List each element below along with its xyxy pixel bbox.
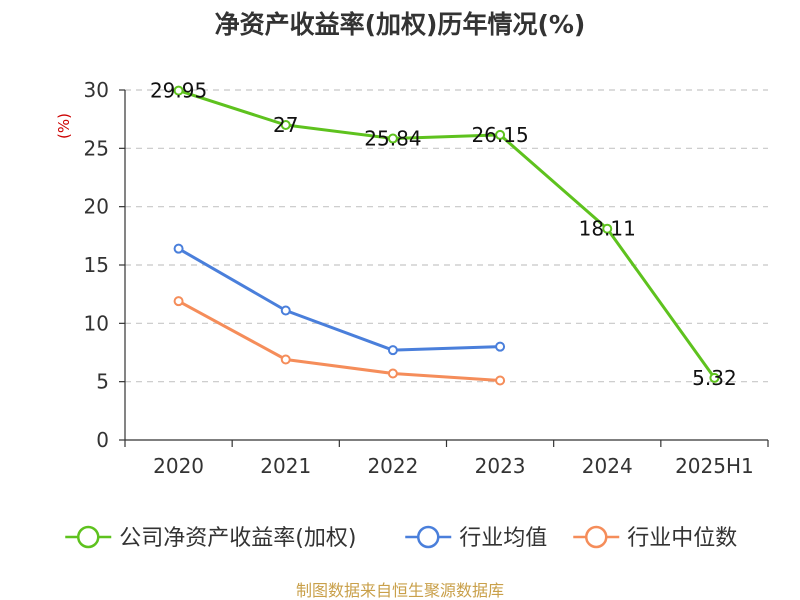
data-point	[280, 354, 291, 365]
data-point	[709, 372, 720, 383]
legend-label: 行业均值	[459, 526, 547, 551]
data-point	[495, 129, 506, 140]
data-point	[387, 368, 398, 379]
data-point	[173, 243, 184, 254]
x-tick-label: 2023	[475, 454, 526, 478]
series-line-3	[177, 299, 501, 382]
x-tick-label: 2024	[582, 454, 633, 478]
legend-swatch-marker	[77, 525, 100, 549]
y-tick-label: 25	[84, 136, 109, 160]
data-point	[387, 345, 398, 356]
legend-label: 公司净资产收益率(加权)	[119, 526, 356, 551]
data-labels: 29.95 27 25.84 26.15 18.11 5.32	[150, 79, 737, 390]
source-watermark: 制图数据来自恒生聚源数据库	[296, 581, 504, 600]
y-tick-label: 10	[84, 311, 109, 335]
series-group	[173, 85, 720, 386]
chart-title: 净资产收益率(加权)历年情况(%)	[215, 10, 586, 39]
legend-label: 行业中位数	[627, 526, 737, 551]
x-tick-label: 2021	[260, 454, 311, 478]
legend-swatch-marker	[417, 525, 440, 549]
series-line-2	[177, 247, 501, 352]
x-tick-label: 2020	[153, 454, 204, 478]
data-point	[173, 85, 184, 96]
y-tick-label: 5	[96, 370, 109, 394]
gridlines	[125, 89, 768, 383]
data-point	[602, 223, 613, 234]
legend-swatch-marker	[585, 525, 608, 549]
legend: 公司净资产收益率(加权) 行业均值 行业中位数	[65, 525, 737, 551]
y-tick-label: 30	[84, 78, 109, 102]
y-tick-label: 15	[84, 253, 109, 277]
data-point	[387, 133, 398, 144]
data-label: 5.32	[692, 366, 737, 390]
data-label: 26.15	[471, 123, 528, 147]
y-tick-label: 0	[96, 428, 109, 452]
data-point	[495, 375, 506, 386]
x-tick-label: 2022	[367, 454, 418, 478]
y-axis-label: (%)	[55, 113, 73, 139]
data-point	[173, 296, 184, 307]
axes: 0 5 10 15 20 25 30 2020 2021 2022 2023 2024 2025H1	[84, 78, 769, 478]
y-tick-label: 20	[84, 195, 109, 219]
data-label: 18.11	[579, 217, 636, 241]
series-line-1	[178, 89, 716, 379]
x-tick-label: 2025H1	[675, 454, 754, 478]
data-point	[280, 305, 291, 316]
data-label: 25.84	[364, 127, 421, 151]
data-point	[495, 341, 506, 352]
data-point	[280, 120, 291, 130]
data-label: 29.95	[150, 79, 207, 103]
data-label: 27	[273, 113, 298, 137]
